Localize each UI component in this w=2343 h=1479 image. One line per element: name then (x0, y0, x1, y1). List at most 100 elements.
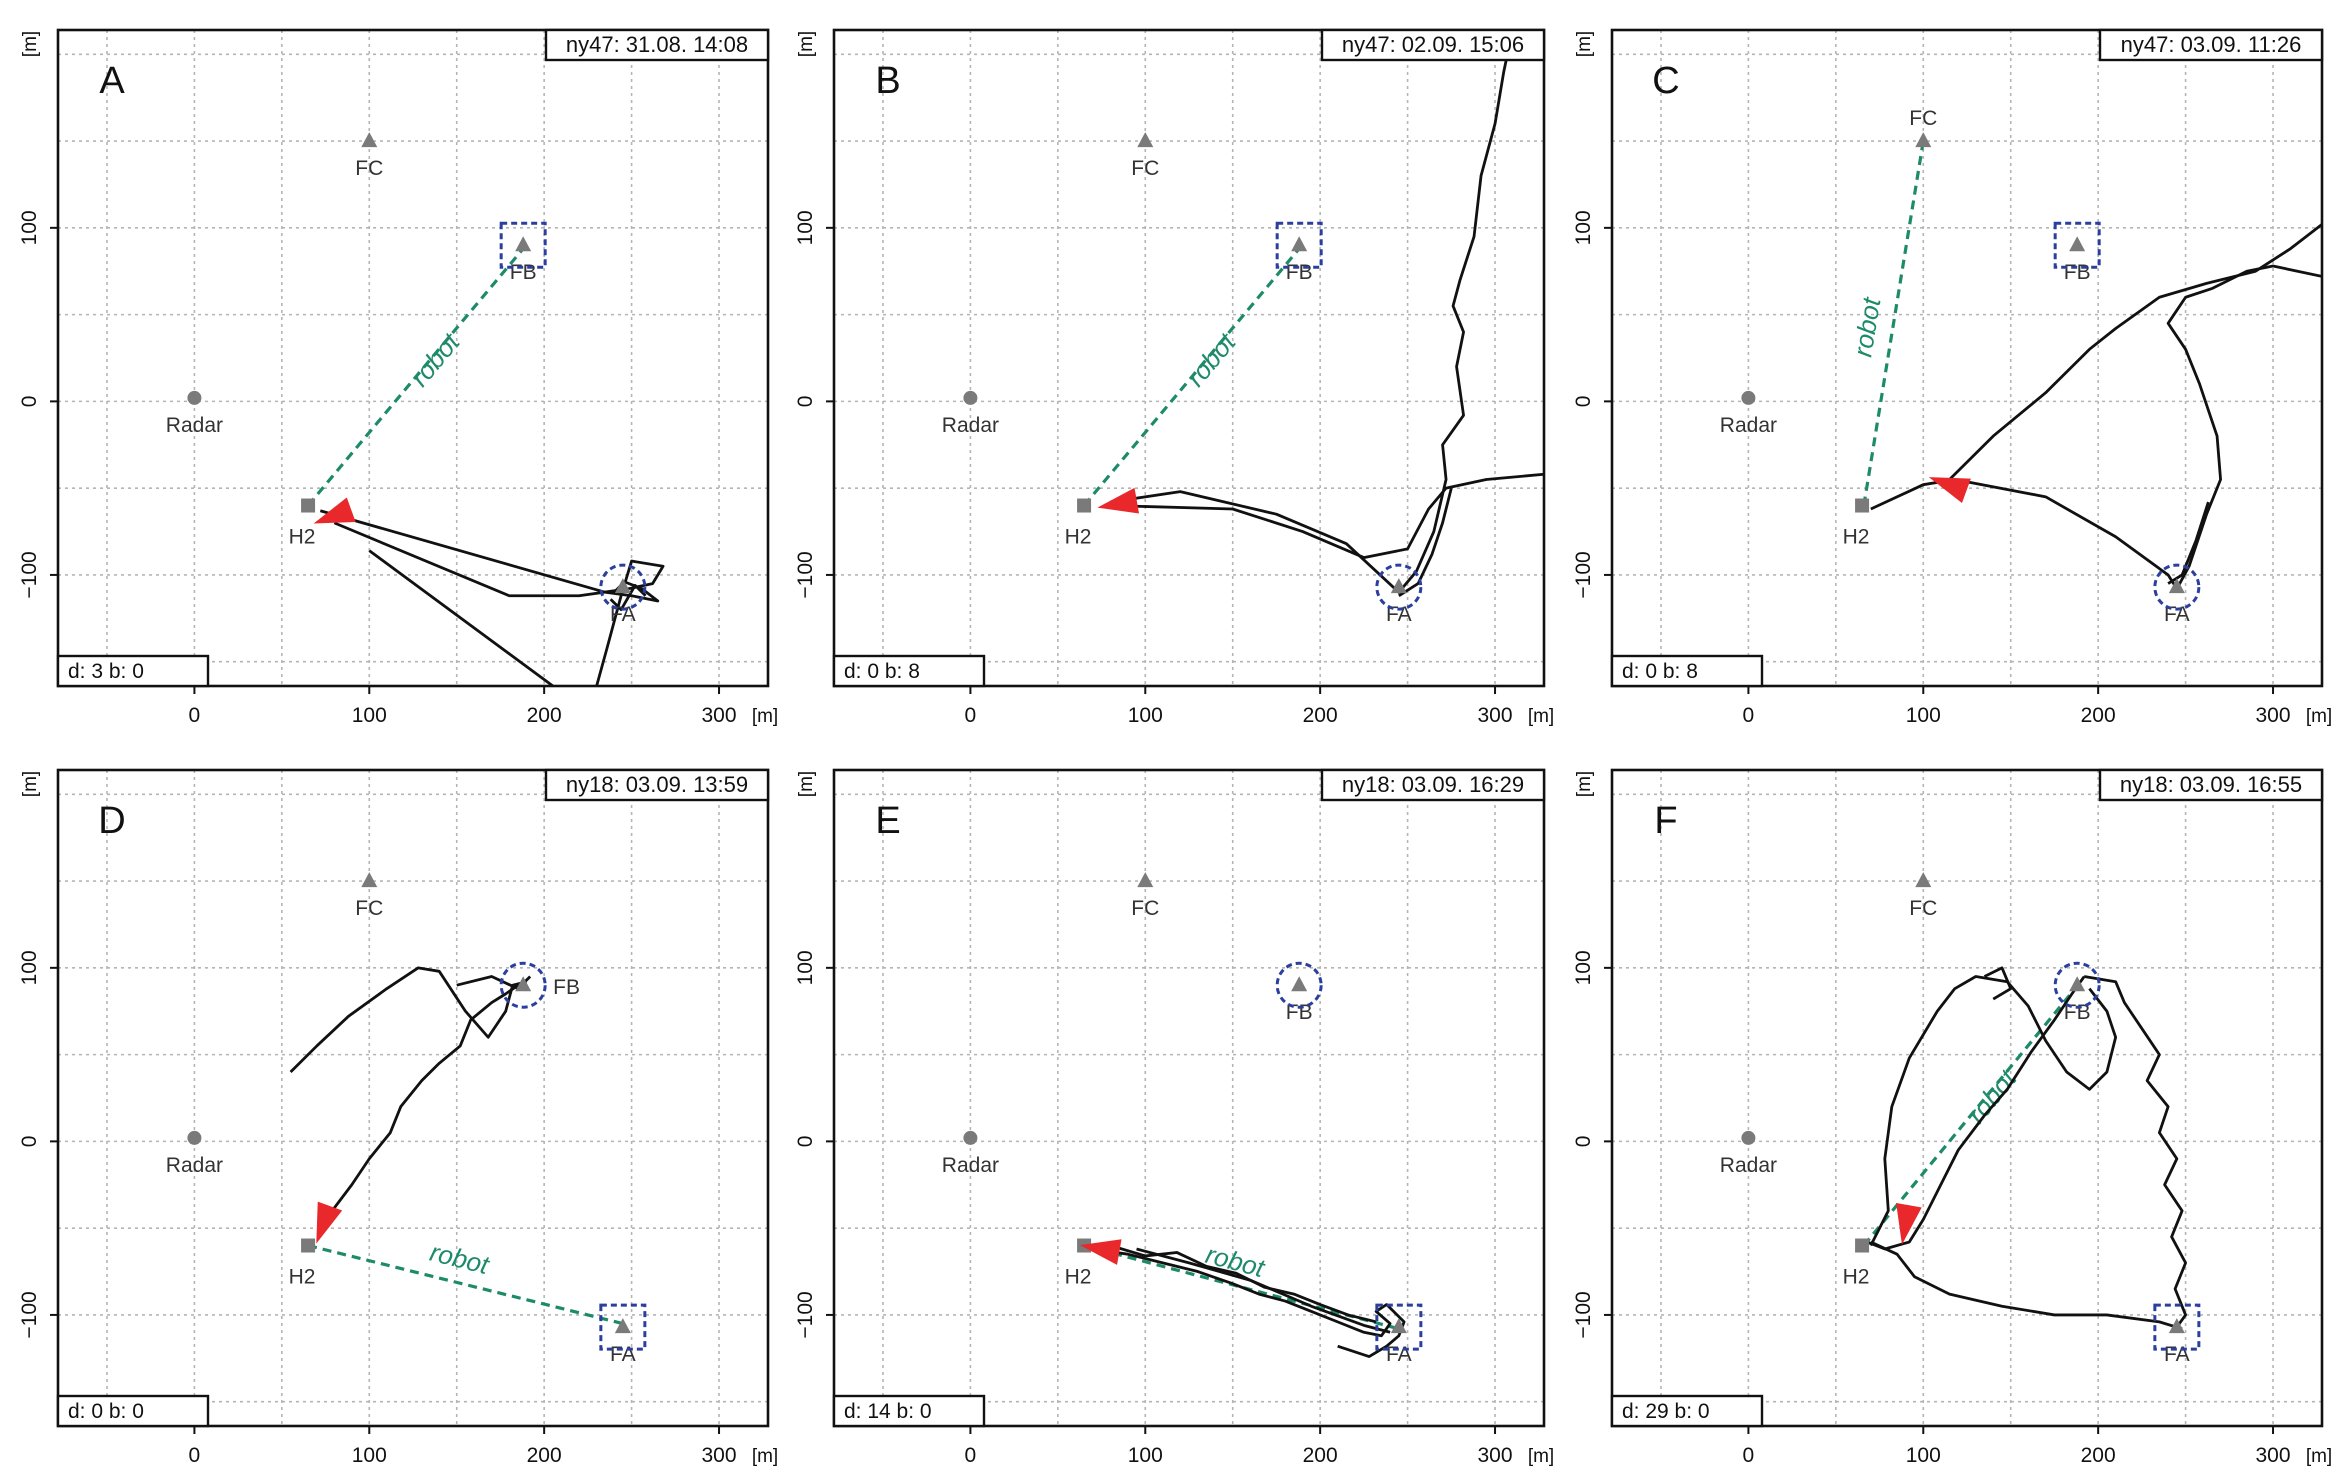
flight-track (1110, 30, 1514, 594)
flight-track (324, 980, 524, 1221)
y-tick-label: −100 (1572, 1291, 1595, 1338)
flight-track (609, 583, 647, 612)
x-axis-unit: [m] (752, 706, 778, 727)
departure-arrow (1896, 1202, 1922, 1245)
flight-track (2167, 501, 2210, 585)
x-tick-label: 100 (1906, 1444, 1941, 1467)
feeder-fc-marker (361, 132, 378, 148)
flight-track (1110, 472, 1544, 559)
stats-box (832, 654, 986, 688)
x-tick-label: 0 (1743, 1444, 1755, 1467)
flight-track (1983, 966, 2013, 1001)
y-axis-unit: [m] (796, 771, 817, 797)
y-axis-unit: [m] (20, 31, 41, 57)
stats-box (1610, 654, 1764, 688)
landmark-label-h2: H2 (289, 526, 316, 549)
hive-marker (301, 1238, 316, 1253)
hive-marker (1855, 1238, 1870, 1253)
flight-track (368, 549, 554, 686)
panel-letter: A (99, 60, 125, 102)
feeder-fc-marker (1137, 132, 1154, 148)
landmark-label-fb: FB (553, 976, 580, 999)
x-tick-label: 300 (1478, 704, 1513, 727)
panel-letter: E (875, 800, 900, 842)
feeder-fb-marker (1291, 976, 1308, 992)
landmark-label-fc: FC (355, 157, 383, 180)
panel-letter: C (1652, 60, 1679, 102)
panel-stats: d: 0 b: 8 (844, 660, 920, 683)
stats-box (56, 1394, 210, 1428)
landmark-label-fc: FC (1131, 157, 1159, 180)
landmark-label-fb: FB (510, 261, 537, 284)
target-highlight-circle (1375, 563, 1423, 611)
x-tick-label: 200 (527, 704, 562, 727)
radar-marker (963, 390, 978, 405)
panel-letter: D (98, 800, 125, 842)
feeder-fa-marker (614, 1318, 631, 1334)
x-tick-label: 0 (965, 1444, 977, 1467)
departure-arrow (1097, 487, 1140, 514)
y-axis-unit: [m] (1574, 771, 1595, 797)
flight-track (1870, 264, 2322, 591)
landmark-label-fc: FC (355, 897, 383, 920)
departure-arrow (1079, 1239, 1122, 1265)
y-tick-label: 100 (794, 950, 817, 985)
target-highlight-circle (1275, 961, 1323, 1009)
landmark-label-radar: Radar (166, 1154, 223, 1177)
feeder-fa-marker (2168, 1318, 2185, 1334)
target-highlight-circle (2053, 961, 2101, 1009)
target-highlight-square (1375, 1303, 1423, 1351)
flight-track (1092, 1247, 1406, 1358)
title-box (544, 28, 770, 62)
feeder-fa-marker (1390, 578, 1407, 594)
y-tick-label: −100 (18, 1291, 41, 1338)
feeder-fb-marker (1291, 236, 1308, 252)
x-tick-label: 300 (702, 1444, 737, 1467)
feeder-fb-marker (515, 236, 532, 252)
target-highlight-square (499, 221, 547, 269)
flight-tracks (1866, 966, 2187, 1331)
feeder-fb-marker (2069, 236, 2086, 252)
plot-frame (1610, 768, 2324, 1428)
title-box (1320, 28, 1546, 62)
y-tick-label: −100 (794, 551, 817, 598)
landmark-label-fa: FA (1386, 1343, 1412, 1366)
x-tick-label: 100 (352, 704, 387, 727)
title-box (2098, 28, 2324, 62)
robot-label: robot (1961, 1063, 2023, 1129)
landmark-label-fc: FC (1909, 897, 1937, 920)
flight-tracks (1110, 30, 1544, 597)
landmark-label-h2: H2 (1065, 1266, 1092, 1289)
departure-arrow (1928, 477, 1971, 504)
panel-title: ny47: 02.09. 15:06 (1342, 32, 1524, 57)
flight-track (1866, 975, 2086, 1251)
grid (1612, 30, 2322, 686)
flight-track (289, 966, 528, 1073)
feeder-fa-marker (614, 578, 631, 594)
panel-stats: d: 0 b: 0 (68, 1400, 144, 1423)
y-tick-label: −100 (794, 1291, 817, 1338)
y-tick-label: −100 (18, 551, 41, 598)
feeder-fb-marker (515, 976, 532, 992)
feeder-fc-marker (1137, 872, 1154, 888)
landmark-label-radar: Radar (1720, 414, 1777, 437)
x-tick-label: 200 (2081, 1444, 2116, 1467)
x-tick-label: 300 (2256, 1444, 2291, 1467)
stats-box (1610, 1394, 1764, 1428)
y-tick-label: 0 (1572, 1136, 1595, 1148)
panel-stats: d: 0 b: 8 (1622, 660, 1698, 683)
panel-title: ny18: 03.09. 16:55 (2120, 772, 2302, 797)
panel-title: ny18: 03.09. 13:59 (566, 772, 748, 797)
landmark-label-fc: FC (1131, 897, 1159, 920)
plot-frame (56, 768, 770, 1428)
departure-arrow (316, 1201, 343, 1244)
feeder-fa-marker (2168, 578, 2185, 594)
stats-box (832, 1394, 986, 1428)
hive-marker (301, 498, 316, 513)
target-highlight-circle (2153, 563, 2201, 611)
feeder-fb-marker (2069, 976, 2086, 992)
